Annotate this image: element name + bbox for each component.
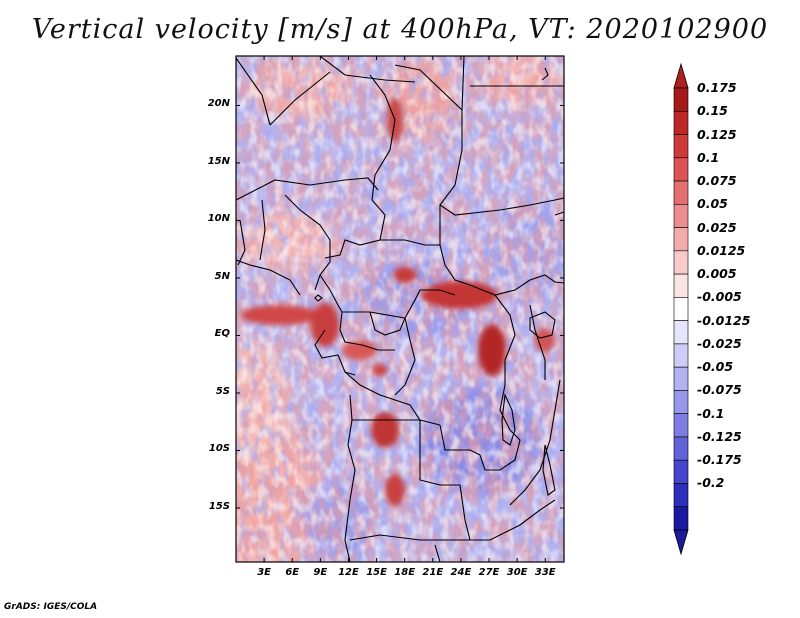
colorbar-label: -0.2 — [697, 475, 725, 491]
colorbar-label: 0.005 — [697, 266, 737, 282]
colorbar-swatch — [673, 250, 689, 275]
lon-label: 33E — [534, 567, 556, 578]
colorbar-swatch — [673, 320, 689, 345]
lon-label: 15E — [366, 567, 387, 578]
colorbar-swatch — [673, 390, 689, 414]
colorbar-swatch — [673, 273, 689, 298]
colorbar-swatch — [673, 413, 689, 438]
colorbar-label: -0.005 — [697, 289, 742, 305]
colorbar-swatch — [673, 157, 689, 182]
lat-label: 15N — [207, 155, 230, 167]
lon-label: 12E — [338, 567, 359, 578]
vertical-velocity-field — [236, 56, 564, 562]
colorbar-label: 0.175 — [697, 80, 737, 95]
colorbar-label: 0.1 — [697, 149, 720, 165]
colorbar-label: -0.1 — [697, 405, 725, 421]
colorbar-label: 0.15 — [697, 103, 728, 119]
lon-label: 24E — [450, 567, 472, 578]
lat-label: 10S — [208, 443, 230, 455]
colorbar-label: -0.175 — [697, 452, 742, 468]
lon-label: 18E — [394, 567, 416, 578]
colorbar-label: 0.125 — [697, 126, 737, 142]
lat-label: EQ — [214, 328, 230, 340]
lon-label: 27E — [478, 567, 500, 578]
colorbar-swatch — [673, 180, 689, 205]
lon-label: 21E — [422, 567, 444, 578]
lon-label: 3E — [257, 567, 271, 578]
country-borders — [236, 56, 564, 562]
lat-label: 5N — [214, 270, 230, 282]
colorbar-label: -0.0125 — [697, 312, 751, 328]
lat-label: 20N — [207, 98, 230, 110]
lon-label: 9E — [313, 567, 328, 578]
lat-label: 15S — [208, 500, 230, 512]
colorbar-swatch — [673, 297, 689, 321]
lon-label: 6E — [285, 567, 300, 578]
colorbar — [673, 62, 689, 556]
colorbar-swatch — [673, 483, 689, 508]
colorbar-swatch — [673, 87, 689, 112]
lon-label: 30E — [506, 567, 528, 578]
map-frame — [235, 55, 565, 563]
colorbar-label: -0.125 — [697, 428, 742, 444]
colorbar-swatch — [673, 227, 689, 252]
colorbar-top-triangle — [673, 62, 689, 89]
colorbar-label: 0.025 — [697, 219, 737, 235]
colorbar-swatch — [673, 134, 689, 159]
map-title: Vertical velocity [m/s] at 400hPa, VT: 2… — [31, 14, 769, 45]
colorbar-swatch — [673, 204, 689, 228]
lat-label: 5S — [215, 385, 230, 397]
colorbar-label: -0.025 — [697, 335, 742, 351]
colorbar-label: 0.0125 — [697, 242, 746, 258]
colorbar-swatch — [673, 343, 689, 368]
colorbar-swatch — [673, 366, 689, 391]
colorbar-label: 0.05 — [697, 196, 728, 212]
colorbar-swatch — [673, 436, 689, 461]
lat-label: 10N — [207, 213, 230, 225]
footer-credit: GrADS: IGES/COLA — [4, 602, 98, 612]
colorbar-swatch — [673, 459, 689, 484]
colorbar-swatch — [673, 110, 689, 135]
colorbar-swatch — [673, 506, 689, 531]
colorbar-label: -0.05 — [697, 359, 734, 375]
colorbar-label: 0.075 — [697, 173, 737, 189]
colorbar-label: -0.075 — [697, 382, 742, 398]
colorbar-bottom-triangle — [673, 529, 689, 556]
